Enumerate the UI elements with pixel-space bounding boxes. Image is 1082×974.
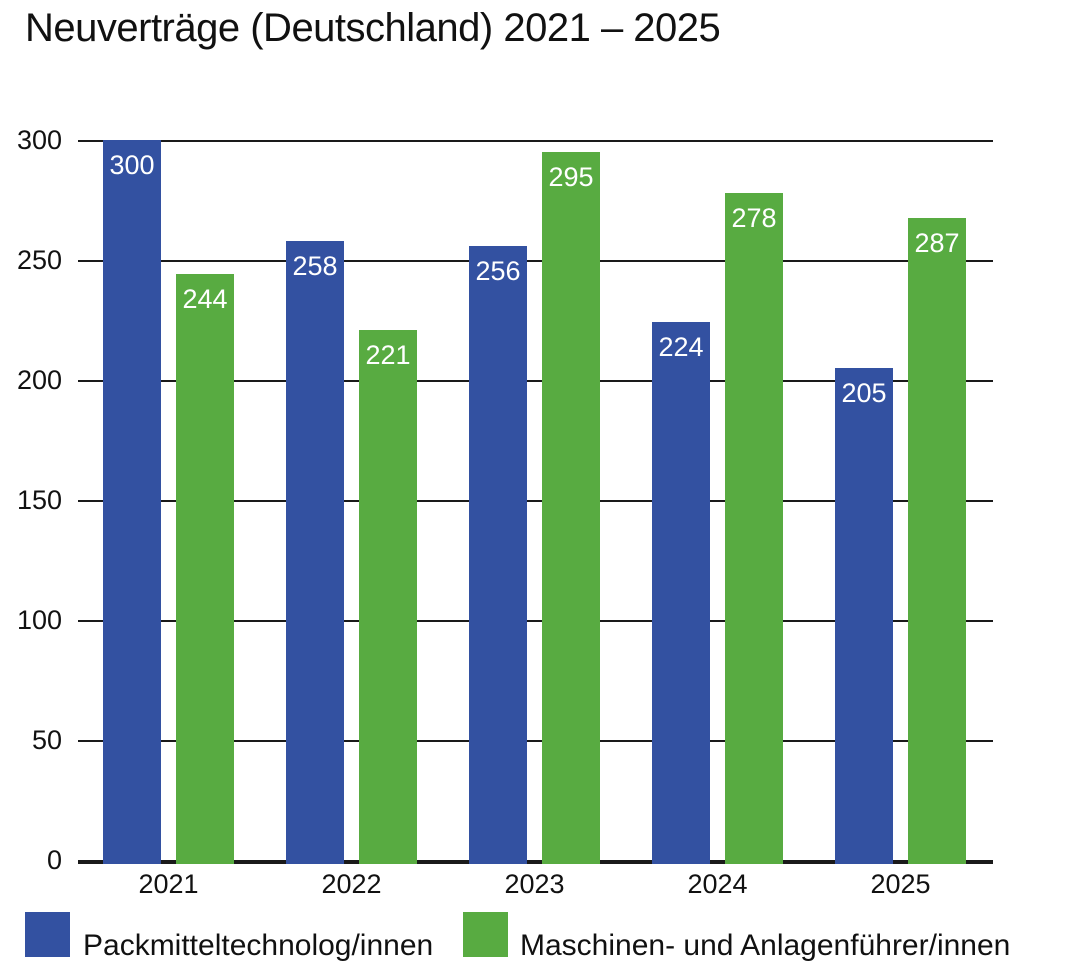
x-axis-label-2021: 2021 [138,869,199,899]
y-axis-tick-label-250: 250 [16,245,62,275]
legend-swatch-blue [25,912,70,957]
y-axis-tick-label-0: 0 [46,845,62,875]
chart-title: Neuverträge (Deutschland) 2021 – 2025 [25,6,721,50]
bar-value-label: 300 [109,150,155,180]
legend-label-blue: Packmitteltechnolog/innen [83,929,434,962]
bar-2023-blue: 256 [469,246,527,864]
bar-value-label: 287 [914,228,960,258]
gridline-50 [78,740,993,742]
bar-value-label: 295 [548,162,594,192]
bar-2021-green: 244 [176,274,234,864]
bar-2023-green: 295 [542,152,600,864]
gridline-150 [78,500,993,502]
bar-value-label: 258 [292,251,338,281]
gridline-100 [78,620,993,622]
x-axis-line [78,860,993,864]
bar-value-label: 221 [365,340,411,370]
bar-value-label: 205 [841,378,887,408]
x-axis-label-2024: 2024 [687,869,748,899]
y-axis-tick-label-100: 100 [16,605,62,635]
legend-swatch-green [463,912,508,957]
bar-value-label: 256 [475,256,521,286]
bar-2024-green: 278 [725,193,783,864]
gridline-300 [78,140,993,142]
gridline-200 [78,380,993,382]
bar-value-label: 244 [182,284,228,314]
plot-area: 300 258 256 224 205 244 221 295 278 287 [78,140,993,864]
gridline-250 [78,260,993,262]
legend-label-green: Maschinen- und Anlagenführer/innen [520,929,1011,962]
y-axis-tick-label-200: 200 [16,365,62,395]
bar-2024-blue: 224 [652,322,710,864]
y-axis-tick-label-150: 150 [16,485,62,515]
bar-value-label: 224 [658,332,704,362]
bar-value-label: 278 [731,203,777,233]
bar-2022-green: 221 [359,330,417,864]
bar-2025-blue: 205 [835,368,893,864]
x-axis-label-2022: 2022 [321,869,382,899]
bar-2022-blue: 258 [286,241,344,864]
x-axis-label-2023: 2023 [504,869,565,899]
x-axis-label-2025: 2025 [870,869,931,899]
bar-2021-blue: 300 [103,140,161,864]
y-axis-tick-label-50: 50 [31,725,62,755]
bar-2025-green: 287 [908,218,966,864]
y-axis-tick-label-300: 300 [16,125,62,155]
